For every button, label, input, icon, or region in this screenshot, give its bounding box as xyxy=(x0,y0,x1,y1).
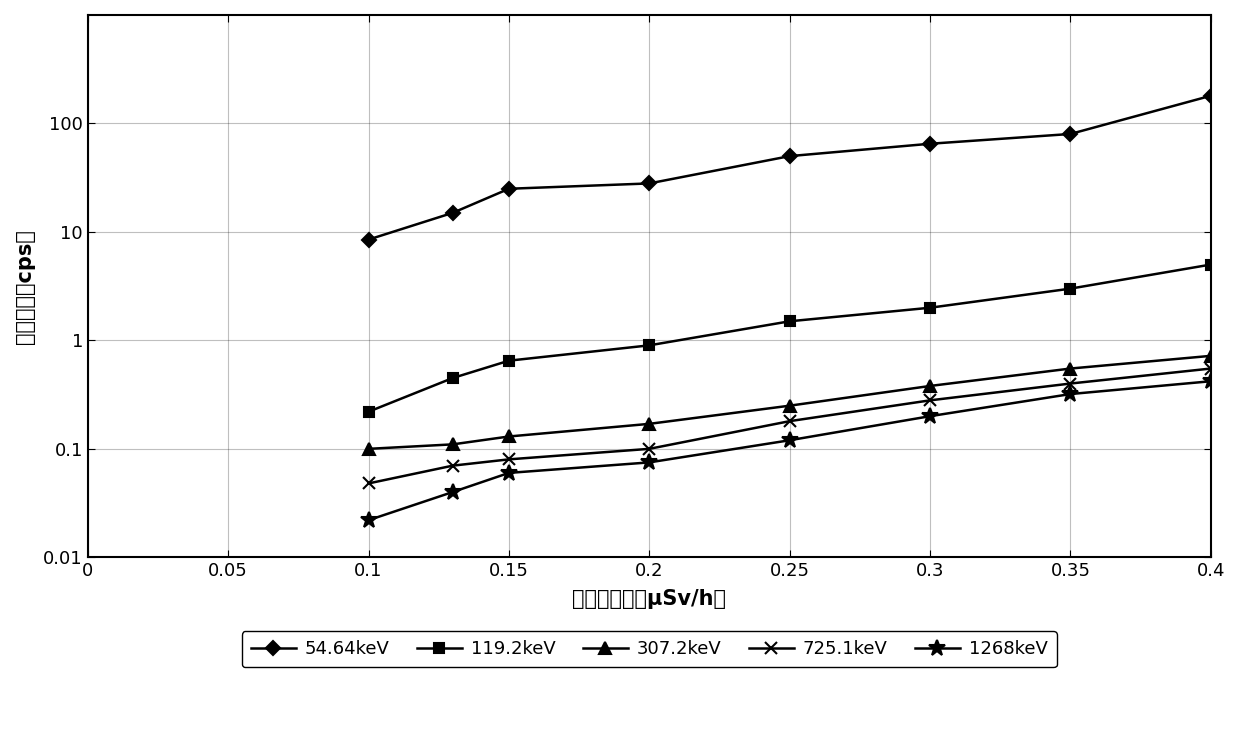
307.2keV xyxy=(445,440,460,449)
1268keV xyxy=(923,412,937,421)
1268keV xyxy=(501,468,516,477)
54.64keV xyxy=(923,140,937,148)
307.2keV xyxy=(361,445,376,454)
Line: 54.64keV: 54.64keV xyxy=(363,91,1215,245)
307.2keV xyxy=(782,401,797,410)
119.2keV xyxy=(445,374,460,383)
119.2keV xyxy=(1063,284,1078,293)
54.64keV xyxy=(361,235,376,244)
307.2keV xyxy=(1203,351,1218,360)
725.1keV xyxy=(923,396,937,405)
54.64keV xyxy=(445,208,460,217)
119.2keV xyxy=(782,317,797,326)
1268keV xyxy=(445,488,460,497)
725.1keV xyxy=(445,461,460,470)
725.1keV xyxy=(1063,379,1078,388)
119.2keV xyxy=(1203,260,1218,269)
Line: 307.2keV: 307.2keV xyxy=(363,351,1216,454)
1268keV xyxy=(642,458,657,467)
Line: 725.1keV: 725.1keV xyxy=(362,363,1216,489)
Line: 119.2keV: 119.2keV xyxy=(363,260,1215,416)
X-axis label: 中子剂量率（μSv/h）: 中子剂量率（μSv/h） xyxy=(573,589,727,609)
1268keV xyxy=(1203,377,1218,386)
54.64keV xyxy=(782,151,797,160)
307.2keV xyxy=(501,432,516,441)
725.1keV xyxy=(642,445,657,454)
54.64keV xyxy=(1063,130,1078,139)
725.1keV xyxy=(782,417,797,426)
119.2keV xyxy=(923,304,937,313)
307.2keV xyxy=(642,419,657,428)
119.2keV xyxy=(642,341,657,350)
1268keV xyxy=(361,515,376,524)
1268keV xyxy=(782,436,797,445)
307.2keV xyxy=(923,381,937,390)
1268keV xyxy=(1063,389,1078,398)
54.64keV xyxy=(501,184,516,193)
119.2keV xyxy=(501,356,516,365)
307.2keV xyxy=(1063,364,1078,373)
54.64keV xyxy=(642,179,657,188)
54.64keV xyxy=(1203,91,1218,100)
119.2keV xyxy=(361,407,376,416)
725.1keV xyxy=(1203,364,1218,373)
725.1keV xyxy=(501,455,516,464)
725.1keV xyxy=(361,479,376,488)
Line: 1268keV: 1268keV xyxy=(360,373,1219,528)
Y-axis label: 净计数率（cps）: 净计数率（cps） xyxy=(15,229,35,344)
Legend: 54.64keV, 119.2keV, 307.2keV, 725.1keV, 1268keV: 54.64keV, 119.2keV, 307.2keV, 725.1keV, … xyxy=(242,631,1056,668)
